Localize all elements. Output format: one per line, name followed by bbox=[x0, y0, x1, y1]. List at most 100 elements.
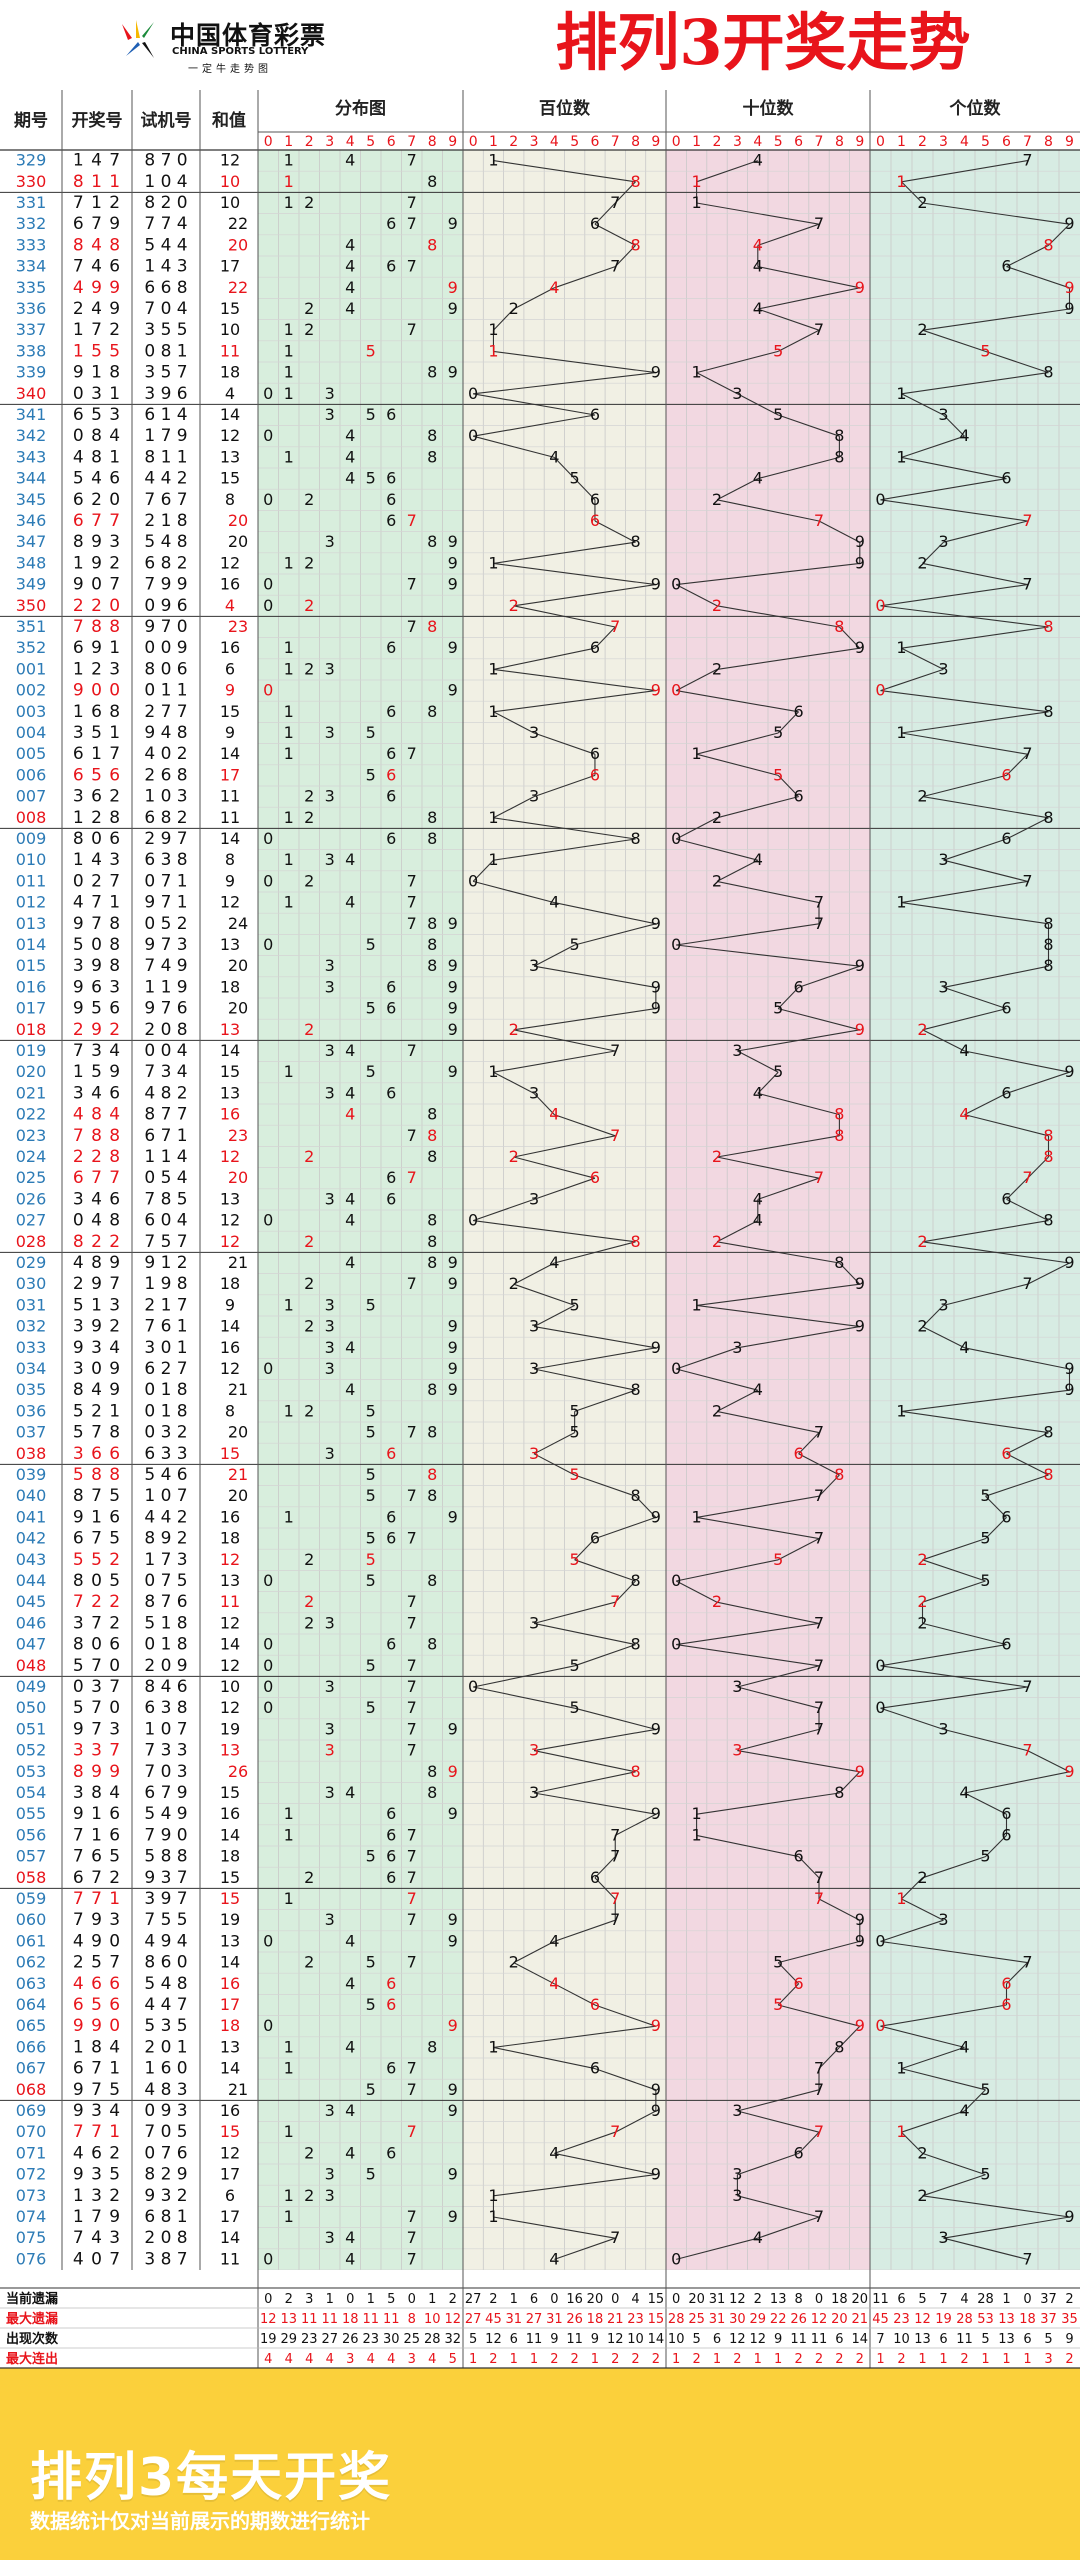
units-trend-segment bbox=[964, 1347, 1070, 1370]
tens-trend-segment bbox=[696, 350, 779, 374]
distribution-mark: 0 bbox=[263, 1931, 273, 1950]
distribution-mark: 0 bbox=[263, 935, 273, 954]
distribution-mark: 7 bbox=[407, 1423, 417, 1442]
distribution-mark: 7 bbox=[407, 320, 417, 339]
draw-number: 7 9 3 bbox=[73, 1910, 121, 1930]
tens-digit-point: 9 bbox=[855, 1317, 865, 1336]
stats-value: 1 bbox=[591, 2352, 599, 2367]
hundreds-trend-segment bbox=[574, 1474, 636, 1497]
hundreds-trend-segment bbox=[473, 1220, 636, 1243]
tens-digit-point: 5 bbox=[773, 999, 783, 1018]
distribution-mark: 9 bbox=[448, 1062, 458, 1081]
period-number: 352 bbox=[16, 638, 47, 657]
tens-trend-segment bbox=[696, 372, 738, 395]
tens-digit-point: 9 bbox=[855, 278, 865, 297]
tens-trend-segment bbox=[716, 1220, 759, 1243]
sum-value: 20 bbox=[228, 235, 248, 254]
distribution-mark: 4 bbox=[345, 1083, 355, 1102]
units-digit-point: 5 bbox=[980, 341, 990, 360]
period-number: 344 bbox=[16, 469, 47, 488]
units-digit-point: 7 bbox=[1022, 575, 1032, 594]
hundreds-digit-point: 3 bbox=[529, 1083, 539, 1102]
hundreds-trend-segment bbox=[473, 1665, 575, 1688]
stats-value: 3 bbox=[305, 2292, 313, 2307]
stats-value: 2 bbox=[960, 2352, 968, 2367]
distribution-mark: 8 bbox=[427, 1465, 437, 1484]
distribution-mark: 8 bbox=[427, 1571, 437, 1590]
hundreds-trend-segment bbox=[635, 1495, 657, 1518]
units-digit-point: 7 bbox=[1022, 151, 1032, 170]
stats-value: 53 bbox=[977, 2312, 994, 2327]
distribution-mark: 6 bbox=[386, 490, 396, 509]
trial-number: 8 7 6 bbox=[144, 1592, 187, 1612]
distribution-mark: 1 bbox=[284, 1295, 294, 1314]
hundreds-digit-point: 7 bbox=[610, 1825, 620, 1844]
units-digit-point: 4 bbox=[959, 1783, 969, 1802]
draw-number: 5 2 1 bbox=[73, 1401, 121, 1421]
draw-number: 5 7 8 bbox=[73, 1423, 121, 1443]
sum-value: 17 bbox=[220, 765, 240, 784]
stats-value: 1 bbox=[774, 2352, 782, 2367]
hundreds-trend-segment bbox=[472, 1198, 535, 1222]
units-trend-segment bbox=[922, 202, 1070, 225]
hundreds-trend-segment bbox=[493, 647, 596, 670]
tens-trend-segment bbox=[675, 817, 718, 840]
digit-header: 1 bbox=[897, 134, 906, 150]
units-digit-point: 2 bbox=[917, 787, 927, 806]
units-digit-point: 0 bbox=[875, 681, 885, 700]
tens-trend-segment bbox=[737, 393, 779, 416]
draw-number: 5 1 3 bbox=[73, 1295, 121, 1315]
draw-number: 9 3 4 bbox=[73, 1338, 121, 1358]
units-trend-segment bbox=[922, 1856, 986, 1879]
draw-number: 6 5 3 bbox=[73, 405, 121, 425]
digit-header: 6 bbox=[387, 134, 396, 150]
stats-value: 27 bbox=[465, 2292, 482, 2307]
units-digit-point: 6 bbox=[1001, 1804, 1011, 1823]
units-digit-point: 2 bbox=[917, 1868, 927, 1887]
digit-header: 6 bbox=[794, 134, 803, 150]
column-header-period: 期号 bbox=[14, 111, 48, 131]
period-number: 001 bbox=[16, 659, 47, 678]
sum-value: 15 bbox=[220, 1062, 240, 1081]
trial-number: 6 8 2 bbox=[144, 553, 187, 573]
sum-value: 15 bbox=[220, 469, 240, 488]
tens-digit-point: 3 bbox=[732, 2101, 742, 2120]
hundreds-trend-segment bbox=[574, 1389, 636, 1412]
units-digit-point: 6 bbox=[1001, 1635, 1011, 1654]
column-header-tens: 十位数 bbox=[743, 98, 795, 119]
units-trend-segment bbox=[901, 1389, 1070, 1412]
hundreds-trend-segment bbox=[574, 1644, 636, 1667]
trial-number: 9 3 2 bbox=[144, 2186, 187, 2206]
distribution-mark: 6 bbox=[386, 702, 396, 721]
units-trend-segment bbox=[985, 1495, 1007, 1518]
distribution-mark: 7 bbox=[407, 1889, 417, 1908]
sum-value: 23 bbox=[228, 1126, 248, 1145]
draw-number: 5 0 8 bbox=[73, 935, 121, 955]
stats-value: 10 bbox=[424, 2312, 441, 2327]
hundreds-digit-point: 9 bbox=[651, 2165, 661, 2184]
units-digit-point: 3 bbox=[938, 1910, 948, 1929]
distribution-mark: 6 bbox=[386, 1189, 396, 1208]
hundreds-digit-point: 7 bbox=[610, 1847, 620, 1866]
trial-number: 7 5 7 bbox=[144, 1232, 187, 1252]
units-trend-segment bbox=[922, 1305, 944, 1327]
sum-value: 19 bbox=[220, 1719, 240, 1738]
units-digit-point: 1 bbox=[896, 172, 906, 191]
lottery-logo-icon bbox=[122, 20, 154, 58]
distribution-mark: 2 bbox=[304, 490, 314, 509]
tens-trend-segment bbox=[798, 1453, 840, 1476]
distribution-mark: 8 bbox=[427, 1783, 437, 1802]
distribution-mark: 9 bbox=[448, 1507, 458, 1526]
draw-number: 1 5 9 bbox=[73, 1062, 121, 1082]
trial-number: 4 0 2 bbox=[144, 744, 187, 764]
stats-value: 4 bbox=[387, 2352, 395, 2367]
stats-value: 11 bbox=[383, 2312, 400, 2327]
period-number: 048 bbox=[16, 1656, 47, 1675]
draw-number: 8 4 9 bbox=[73, 1380, 121, 1400]
trial-number: 8 7 0 bbox=[144, 151, 187, 171]
distribution-mark: 5 bbox=[366, 1486, 376, 1505]
tens-digit-point: 9 bbox=[855, 2016, 865, 2035]
distribution-mark: 9 bbox=[448, 1804, 458, 1823]
tens-digit-point: 7 bbox=[814, 2122, 824, 2141]
distribution-mark: 9 bbox=[448, 1762, 458, 1781]
